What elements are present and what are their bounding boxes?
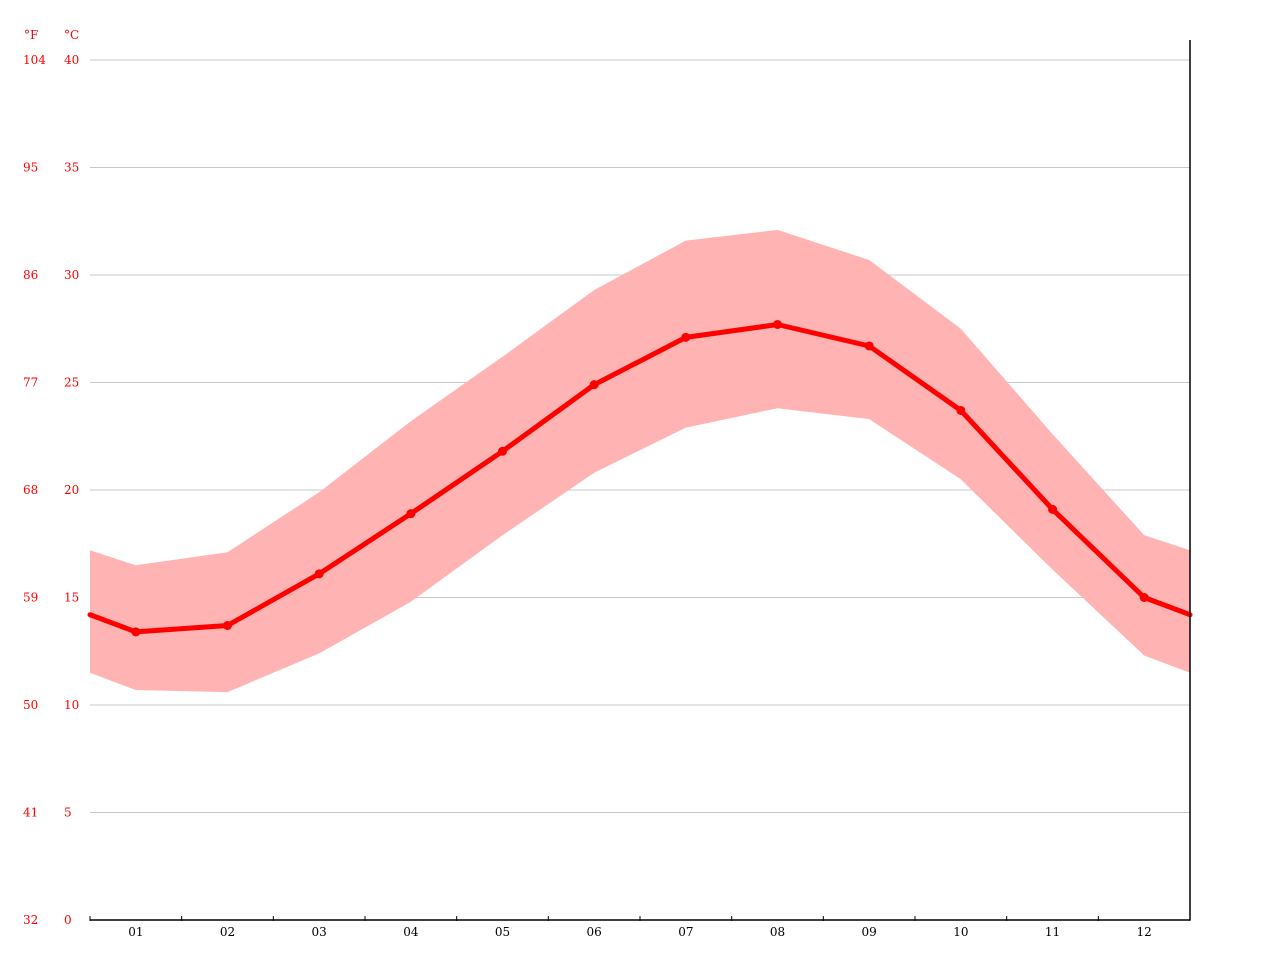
x-tick-label-06: 06 bbox=[587, 925, 602, 939]
data-point-06 bbox=[589, 380, 599, 390]
average-temperature-line bbox=[87, 322, 1193, 635]
average-temperature-polyline bbox=[87, 322, 1193, 635]
y-tick-fahrenheit: 68 bbox=[23, 483, 38, 497]
x-tick-label-07: 07 bbox=[678, 925, 693, 939]
data-point-08 bbox=[773, 319, 782, 329]
temperature-band-area bbox=[90, 229, 1190, 693]
data-point-09 bbox=[864, 341, 874, 351]
data-point-12 bbox=[1139, 593, 1149, 602]
x-tick-label-12: 12 bbox=[1137, 925, 1152, 939]
x-tick-label-05: 05 bbox=[495, 925, 510, 939]
y-tick-fahrenheit: 41 bbox=[23, 806, 38, 820]
y-tick-fahrenheit: 77 bbox=[23, 376, 38, 390]
average-temperature-points bbox=[131, 319, 1149, 637]
x-tick-label-02: 02 bbox=[220, 925, 235, 939]
y-tick-celsius: 5 bbox=[64, 806, 72, 820]
y-tick-fahrenheit: 50 bbox=[23, 698, 38, 712]
y-tick-fahrenheit: 86 bbox=[23, 268, 38, 282]
y-tick-celsius: 10 bbox=[64, 698, 79, 712]
data-point-01 bbox=[131, 627, 141, 637]
y-tick-celsius: 30 bbox=[64, 268, 79, 282]
temperature-range-band bbox=[90, 229, 1190, 693]
data-point-10 bbox=[956, 405, 966, 415]
data-point-03 bbox=[314, 569, 324, 579]
y-tick-fahrenheit: 104 bbox=[23, 53, 46, 67]
y-tick-celsius: 40 bbox=[64, 53, 79, 67]
celsius-unit-label: °C bbox=[64, 28, 79, 42]
x-tick-label-11: 11 bbox=[1045, 925, 1060, 939]
x-tick-label-01: 01 bbox=[128, 925, 143, 939]
y-tick-celsius: 20 bbox=[64, 483, 79, 497]
y-tick-celsius: 25 bbox=[64, 376, 79, 390]
data-point-07 bbox=[681, 332, 691, 342]
x-tick-label-08: 08 bbox=[770, 925, 785, 939]
y-tick-celsius: 0 bbox=[64, 913, 72, 927]
y-tick-fahrenheit: 59 bbox=[23, 591, 38, 605]
y-tick-fahrenheit: 95 bbox=[23, 161, 38, 175]
y-tick-celsius: 35 bbox=[64, 161, 79, 175]
y-axis-ticks: 0 32 5 41 10 50 15 59 20 68 25 77 30 86 35 95 40 104 bbox=[23, 53, 79, 927]
x-axis: 01 02 03 04 05 06 07 08 09 10 11 12 bbox=[89, 916, 1191, 939]
x-tick-label-03: 03 bbox=[312, 925, 327, 939]
data-point-02 bbox=[223, 620, 232, 630]
x-tick-label-04: 04 bbox=[403, 925, 419, 939]
y-tick-fahrenheit: 32 bbox=[23, 913, 38, 927]
x-tick-label-09: 09 bbox=[862, 925, 877, 939]
fahrenheit-unit-label: °F bbox=[24, 28, 38, 42]
data-point-04 bbox=[406, 509, 416, 519]
data-point-11 bbox=[1048, 504, 1057, 514]
x-tick-label-10: 10 bbox=[953, 925, 968, 939]
y-tick-celsius: 15 bbox=[64, 591, 79, 605]
data-point-05 bbox=[498, 446, 507, 456]
